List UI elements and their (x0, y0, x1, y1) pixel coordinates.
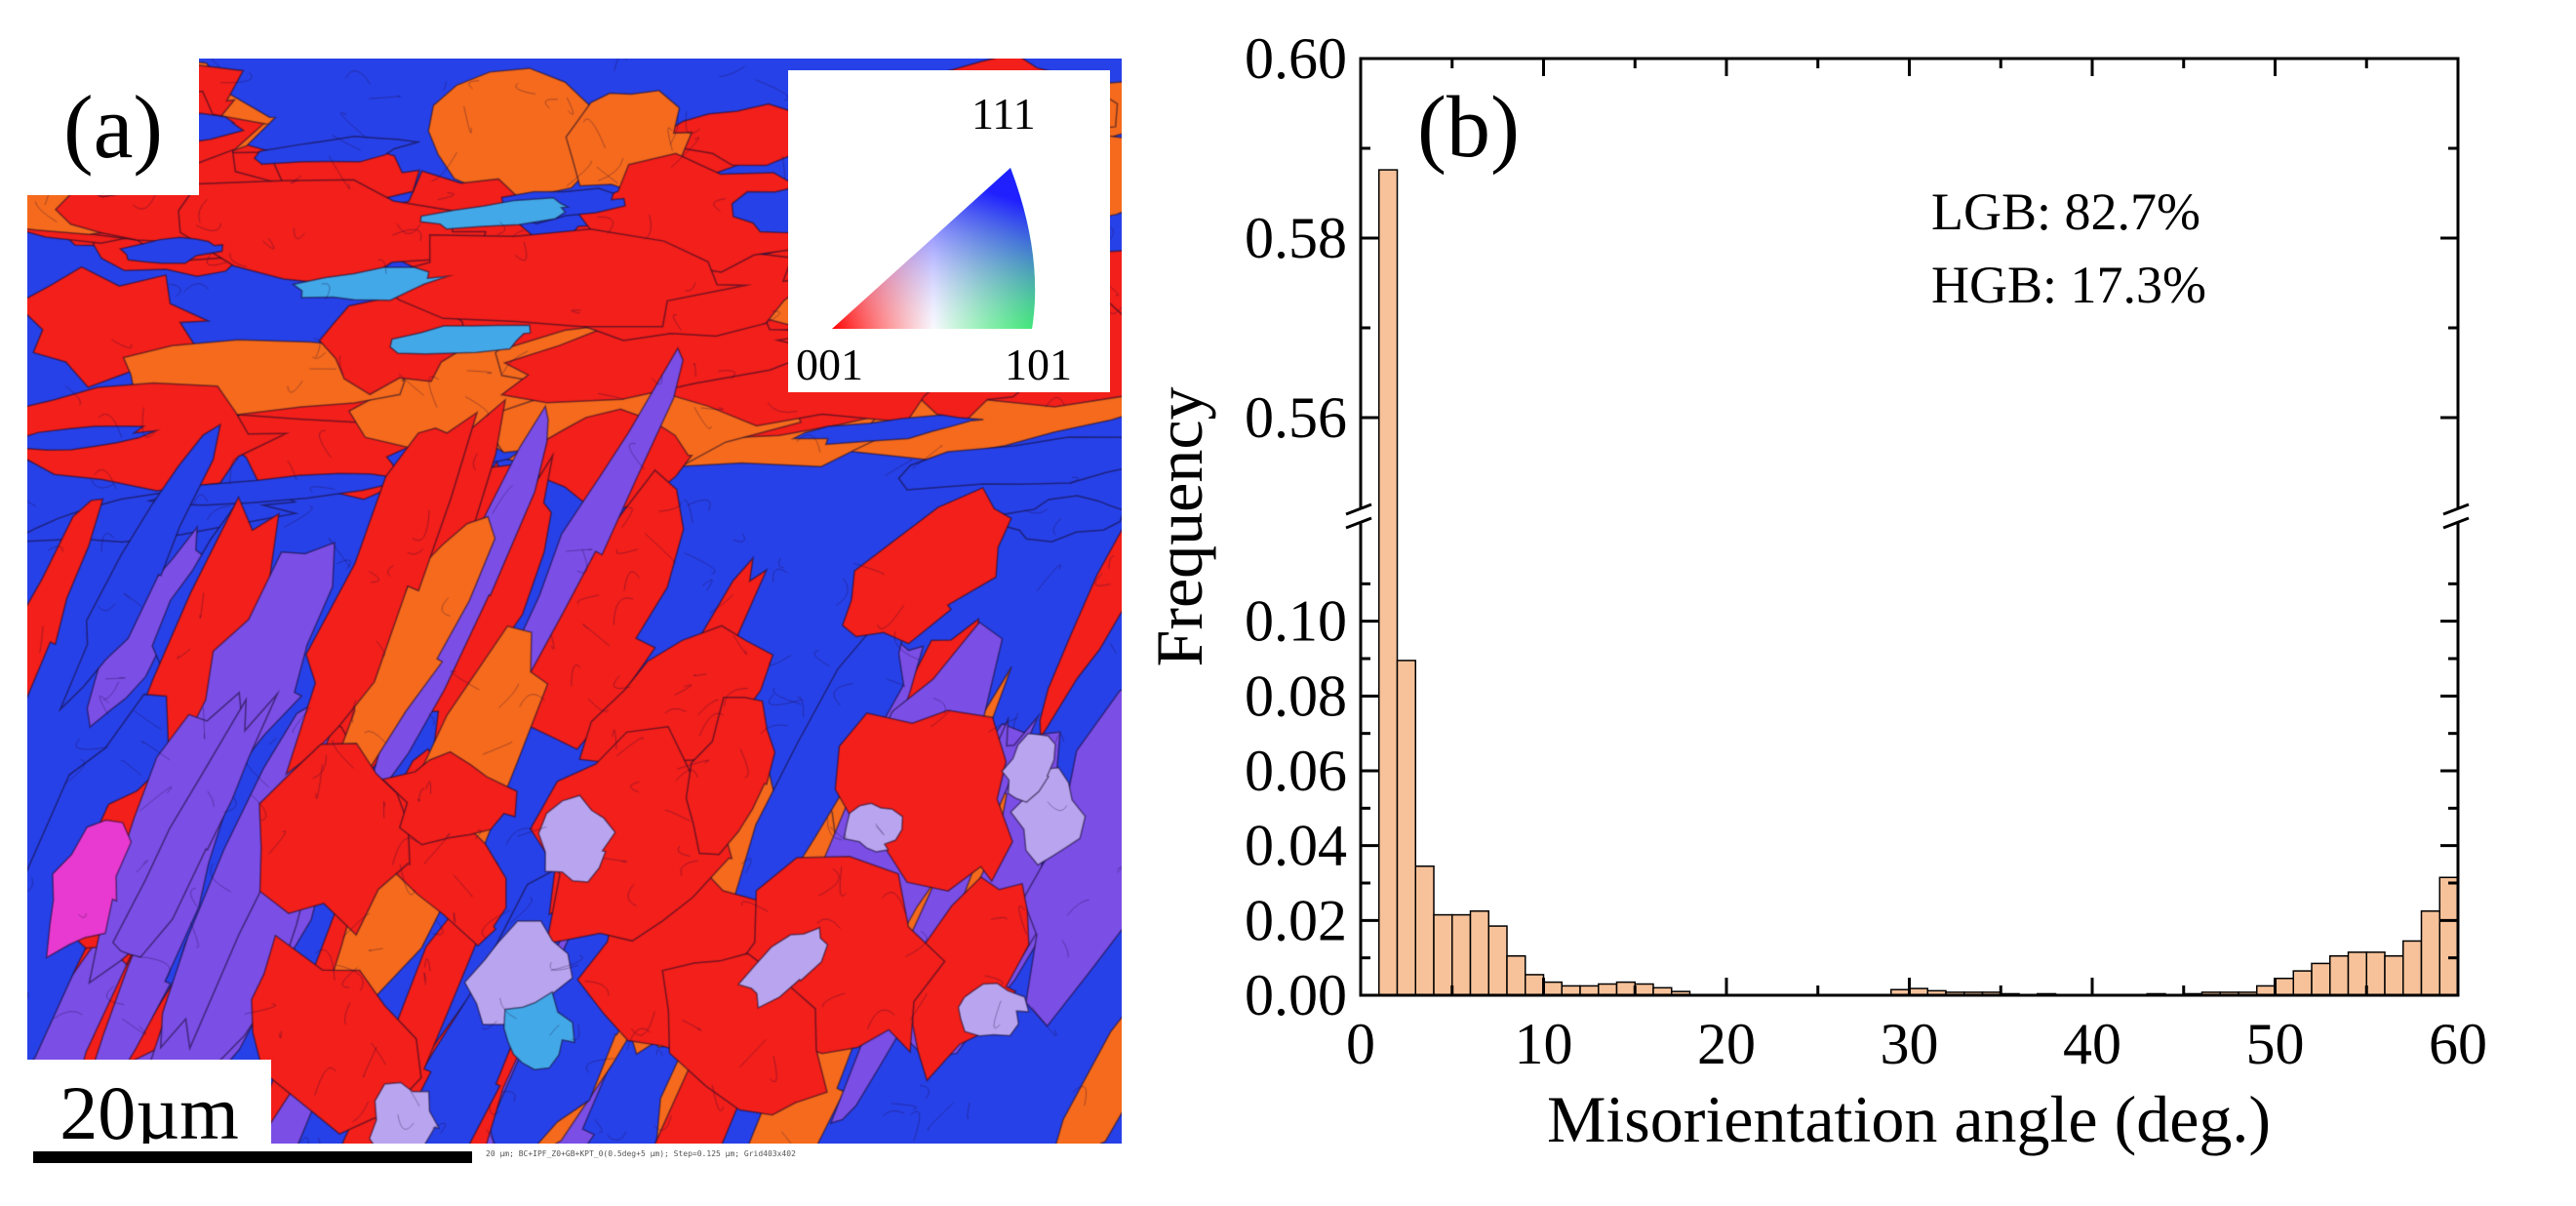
y-axis-title: Frequency (1142, 386, 1216, 666)
ipf-color-legend: 111 001 101 (788, 70, 1110, 392)
histogram-bars (1378, 169, 2459, 996)
y-tick-label: 0.02 (1245, 888, 1347, 952)
histogram-bar (1487, 925, 1508, 996)
plot-frame (1359, 57, 2460, 997)
misorientation-histogram: 0 10 20 30 40 50 60 0.00 0.02 0.04 0.06 0.08 0.10 0.5… (1142, 26, 2487, 1156)
histogram-bar (2292, 970, 2313, 996)
histogram-bar (2311, 962, 2331, 996)
hgb-annotation: HGB: 17.3% (1931, 256, 2206, 314)
x-tick-label: 40 (2063, 1012, 2121, 1076)
axis-ticks (1359, 57, 2460, 997)
ipf-label-111: 111 (971, 89, 1036, 139)
map-footer: 20 µm; BC+IPF_Z0+GB+KPT_0(0.5deg+5 µm); … (27, 1144, 1122, 1167)
y-tick-label: 0.06 (1245, 739, 1347, 803)
y-tick-label: 0.00 (1245, 963, 1347, 1027)
histogram-bar (2402, 940, 2423, 996)
x-tick-label: 10 (1515, 1012, 1573, 1076)
histogram-bar (1634, 983, 1654, 996)
histogram-bar (2347, 951, 2367, 996)
x-axis-title: Misorientation angle (deg.) (1547, 1082, 2271, 1156)
histogram-bar (1469, 910, 1489, 996)
histogram-bar (1615, 981, 1636, 996)
map-footer-text: 20 µm; BC+IPF_Z0+GB+KPT_0(0.5deg+5 µm); … (486, 1149, 796, 1158)
ipf-label-101: 101 (1005, 340, 1072, 389)
y-tick-label: 0.10 (1245, 589, 1347, 654)
x-tick-label: 50 (2246, 1012, 2305, 1076)
histogram-bar (1396, 660, 1416, 996)
histogram-bar (1414, 865, 1435, 996)
y-tick-label: 0.08 (1245, 663, 1347, 728)
histogram-bar (1525, 974, 1545, 996)
panel-b-label: (b) (1417, 79, 1520, 176)
histogram-bar (2438, 876, 2459, 996)
x-tick-label: 0 (1346, 1012, 1375, 1076)
histogram-bar (2329, 955, 2350, 996)
ebsd-ipf-map-panel: (a) 111 001 101 20µm 20 µm; BC+IPF_Z0+GB… (27, 59, 1122, 1167)
y-tick-label: 0.56 (1245, 385, 1347, 450)
axis-tick-labels: 0 10 20 30 40 50 60 0.00 0.02 0.04 0.06 0.08 0.10 0.5… (1245, 26, 2487, 1076)
x-tick-label: 30 (1881, 1012, 1939, 1076)
histogram-bar (1433, 913, 1453, 996)
histogram-bar (2365, 951, 2386, 996)
y-tick-label: 0.60 (1245, 26, 1347, 91)
scale-bar (33, 1151, 472, 1163)
x-tick-label: 60 (2429, 1012, 2487, 1076)
ipf-triangle-icon (832, 168, 1036, 329)
histogram-bar (2420, 910, 2440, 996)
histogram-bar (1451, 913, 1472, 996)
histogram-bar (1542, 981, 1563, 996)
histogram-bar (2384, 955, 2404, 996)
ipf-label-001: 001 (796, 340, 863, 389)
y-tick-label: 0.04 (1245, 814, 1347, 878)
histogram-bar (1506, 955, 1526, 996)
histogram-bar (1598, 983, 1618, 996)
x-tick-label: 20 (1697, 1012, 1756, 1076)
axis-break-marks (1345, 502, 2471, 530)
y-tick-label: 0.58 (1245, 206, 1347, 270)
histogram-bar (1378, 169, 1399, 996)
panel-a-label: (a) (27, 59, 199, 195)
histogram-bar (2274, 978, 2294, 996)
lgb-annotation: LGB: 82.7% (1931, 182, 2200, 241)
